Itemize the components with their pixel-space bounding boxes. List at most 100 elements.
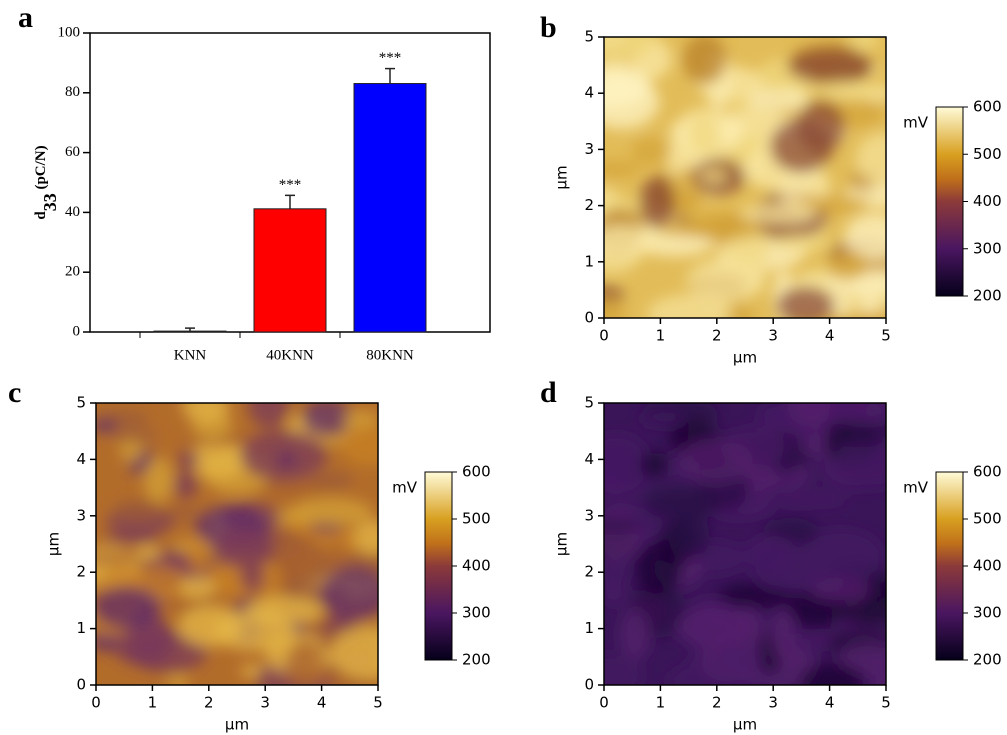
potential-map	[604, 37, 886, 318]
map-frame	[603, 402, 887, 686]
x-tick-label: 3	[768, 327, 778, 345]
map-grain	[172, 470, 199, 499]
map-texture	[604, 37, 886, 318]
colorbar-tick-label: 400	[973, 192, 1002, 210]
panel-label: b	[540, 11, 557, 44]
map-grain	[824, 249, 867, 282]
map-grain	[604, 62, 650, 109]
potential-map	[96, 403, 378, 685]
x-tick-label: 4	[825, 327, 835, 345]
y-tick-label: 20	[65, 264, 80, 280]
map-grain	[797, 528, 884, 584]
map-grain	[676, 606, 752, 649]
y-tick-label: 1	[584, 252, 594, 270]
map-grain	[104, 531, 161, 545]
map-grain	[796, 194, 870, 213]
map-grain	[96, 419, 118, 433]
map-grain	[330, 626, 378, 680]
x-tick-label: 0	[599, 694, 609, 712]
map-grain	[110, 429, 159, 443]
x-tick-label: 5	[881, 694, 891, 712]
significance-label: ***	[379, 50, 402, 66]
map-grain	[604, 159, 642, 179]
map-grain	[638, 176, 675, 229]
y-tick-label: 3	[584, 506, 594, 524]
y-axis-label: μm	[45, 532, 63, 556]
x-tick-label: 5	[373, 694, 383, 712]
colorbar-tick-label: 400	[462, 557, 491, 575]
x-axis-label: μm	[733, 349, 757, 367]
y-tick-label: 4	[76, 450, 86, 468]
bar	[153, 330, 227, 333]
map-grain	[619, 608, 651, 661]
map-grain	[276, 452, 297, 467]
colorbar	[935, 471, 964, 661]
colorbar-tick-label: 200	[973, 651, 1002, 669]
map-grain	[849, 37, 879, 53]
map-grain	[835, 435, 886, 490]
potential-map	[604, 403, 886, 685]
map-grain	[824, 403, 886, 427]
map-grain	[698, 168, 728, 184]
map-grain	[301, 403, 353, 437]
y-tick-label: 2	[76, 563, 86, 581]
x-tick-label: 3	[260, 694, 270, 712]
colorbar-tick-label: 500	[462, 510, 491, 528]
map-grain	[134, 545, 162, 559]
map-grain	[667, 668, 702, 685]
map-grain	[771, 234, 834, 252]
y-tick-label: 2	[584, 196, 594, 214]
map-grain	[638, 411, 686, 426]
map-grain	[341, 426, 378, 467]
x-tick-label: 0	[91, 694, 101, 712]
colorbar-tick-label: 600	[973, 98, 1002, 116]
map-grain	[796, 100, 845, 153]
map-grain	[604, 295, 625, 318]
map-grain	[635, 542, 682, 595]
map-grain	[686, 258, 762, 303]
colorbar-tick-label: 300	[973, 239, 1002, 257]
y-tick-label: 40	[65, 204, 80, 220]
y-tick-label: 1	[584, 619, 594, 637]
map-grain	[342, 410, 378, 430]
map-grain	[676, 438, 753, 484]
y-tick-label: 5	[76, 394, 86, 412]
x-tick-label: 3	[768, 694, 778, 712]
colorbar-tick-label: 500	[973, 510, 1002, 528]
y-tick-label: 0	[584, 676, 594, 694]
map-grain	[768, 492, 849, 506]
map-grain	[166, 675, 190, 685]
y-tick-label: 0	[584, 309, 594, 327]
map-grain	[187, 536, 209, 573]
map-grain	[604, 559, 631, 583]
map-grain	[289, 497, 374, 527]
y-tick-label: 3	[584, 140, 594, 158]
colorbar-tick-label: 600	[462, 463, 491, 481]
colorbar-label: mV	[392, 479, 418, 497]
y-tick-label: 2	[584, 563, 594, 581]
map-texture	[604, 403, 886, 685]
panel-label: a	[18, 1, 33, 34]
map-grain	[604, 37, 658, 63]
map-grain	[319, 566, 378, 620]
map-grain	[855, 133, 886, 188]
y-axis-label-part: d	[33, 211, 49, 220]
x-axis-label: μm	[733, 716, 757, 734]
x-tick-label: 2	[712, 694, 722, 712]
map-grain	[286, 639, 323, 685]
y-axis-label-part: 33	[40, 193, 60, 211]
y-tick-label: 5	[584, 28, 594, 46]
map-grain	[844, 213, 886, 261]
y-tick-label: 100	[58, 24, 81, 40]
map-grain	[809, 577, 873, 604]
colorbar-label: mV	[903, 479, 929, 497]
colorbar-tick-label: 500	[973, 145, 1002, 163]
map-grain	[682, 37, 727, 85]
x-tick-label: 4	[317, 694, 327, 712]
colorbar-tick-label: 300	[462, 604, 491, 622]
map-grain	[604, 225, 656, 257]
colorbar-tick-label: 300	[973, 604, 1002, 622]
bar	[253, 208, 327, 333]
map-grain	[96, 552, 148, 565]
